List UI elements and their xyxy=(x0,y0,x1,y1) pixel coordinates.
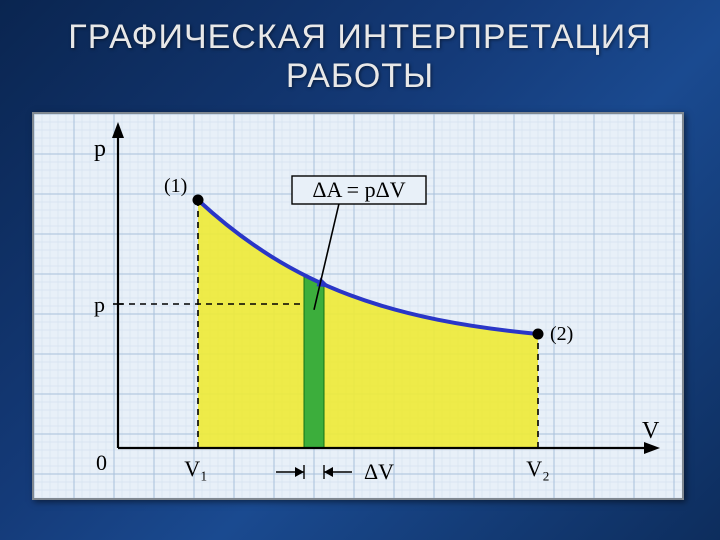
svg-text:p: p xyxy=(94,136,106,162)
svg-text:V₁: V₁ xyxy=(184,456,208,481)
svg-text:ΔA = pΔV: ΔA = pΔV xyxy=(312,177,405,202)
chart-frame: ΔA = pΔV p V 0 p V₁ V₂ ΔV (1) (2) xyxy=(32,112,684,500)
slide-title: ГРАФИЧЕСКАЯ ИНТЕРПРЕТАЦИЯ РАБОТЫ xyxy=(0,0,720,96)
svg-text:(2): (2) xyxy=(550,323,573,345)
pv-diagram: ΔA = pΔV p V 0 p V₁ V₂ ΔV (1) (2) xyxy=(34,114,682,498)
svg-text:V₂: V₂ xyxy=(526,456,550,481)
svg-text:V: V xyxy=(642,418,660,444)
svg-text:(1): (1) xyxy=(164,175,187,197)
svg-text:ΔV: ΔV xyxy=(364,459,394,484)
slide: ГРАФИЧЕСКАЯ ИНТЕРПРЕТАЦИЯ РАБОТЫ ΔA = pΔ… xyxy=(0,0,720,540)
svg-text:0: 0 xyxy=(96,450,107,475)
svg-text:p: p xyxy=(94,292,105,317)
